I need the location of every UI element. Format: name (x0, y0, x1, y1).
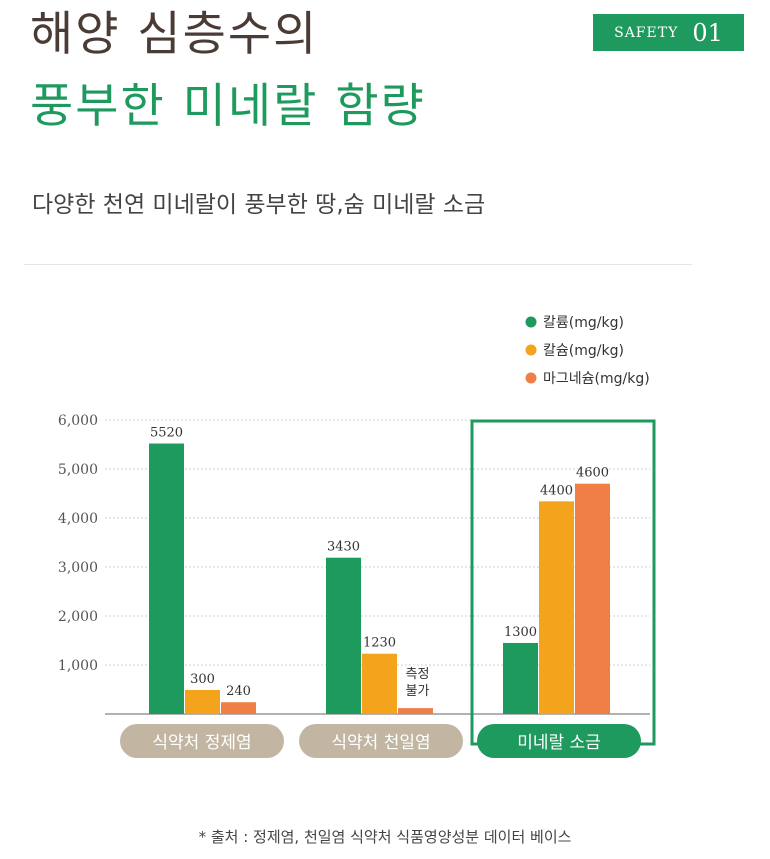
title-line-1: 해양 심층수의 (30, 7, 319, 62)
mineral-bar-chart: 1,000 2,000 3,000 4,000 5,000 6,000 5520 3430 13… (58, 315, 656, 758)
legend-swatch (525, 316, 537, 328)
category-label: 미네랄 소금 (517, 733, 601, 753)
footnote: * 출처 : 정제염, 천일염 식약처 식품영양성분 데이터 베이스 (198, 828, 572, 846)
bar (362, 653, 397, 714)
y-tick-label: 3,000 (58, 560, 98, 576)
legend-label: 칼슘(mg/kg) (543, 343, 624, 359)
category-pill (477, 724, 641, 758)
y-tick-label: 1,000 (58, 658, 98, 674)
bar (221, 702, 256, 714)
legend-swatch (525, 344, 537, 356)
data-label: 4600 (576, 466, 609, 481)
data-label: 측정 (406, 667, 430, 682)
legend-label: 칼륨(mg/kg) (543, 315, 624, 331)
data-label: 1230 (363, 636, 396, 651)
data-label: 240 (226, 684, 251, 699)
y-tick-label: 2,000 (58, 609, 98, 625)
bar (539, 501, 574, 714)
badge-number: 01 (692, 18, 723, 47)
category-pill (299, 724, 463, 758)
divider (24, 264, 692, 265)
badge-label: SAFETY (614, 24, 679, 41)
bar (149, 443, 184, 714)
legend-label: 마그네슘(mg/kg) (543, 371, 650, 387)
bar (185, 689, 220, 714)
legend-swatch (525, 372, 537, 384)
data-label: 1300 (504, 625, 537, 640)
category-pill (120, 724, 284, 758)
data-label: 4400 (540, 483, 573, 498)
data-label: 3430 (327, 540, 360, 555)
category-label: 식약처 천일염 (331, 733, 430, 753)
data-label: 5520 (150, 426, 183, 441)
bar (575, 483, 610, 714)
y-tick-label: 4,000 (58, 511, 98, 527)
data-label: 300 (190, 672, 215, 687)
y-tick-label: 5,000 (58, 462, 98, 478)
category-label: 식약처 정제염 (152, 733, 251, 753)
bar (503, 642, 538, 714)
title-line-2: 풍부한 미네랄 함량 (30, 79, 426, 134)
bar (326, 557, 361, 714)
y-tick-label: 6,000 (58, 413, 98, 429)
bar (398, 708, 433, 714)
subtitle: 다양한 천연 미네랄이 풍부한 땅,숨 미네랄 소금 (32, 192, 486, 218)
data-label: 불가 (406, 684, 430, 699)
safety-badge: SAFETY 01 (593, 14, 744, 51)
